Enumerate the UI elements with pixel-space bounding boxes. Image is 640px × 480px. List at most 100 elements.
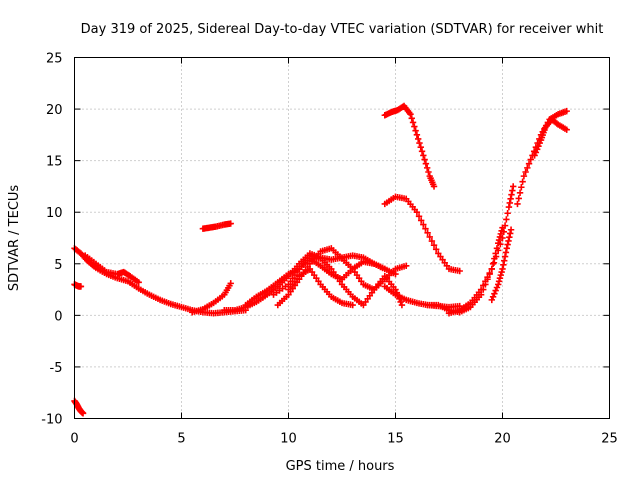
grid-lines	[74, 57, 610, 419]
x-tick-label: 15	[387, 432, 404, 447]
data-point	[412, 127, 419, 134]
data-point	[496, 275, 504, 282]
y-tick-labels: -10 -5 0 5 10 15 20 25	[41, 52, 62, 428]
series-track-3	[71, 281, 85, 290]
data-point	[536, 139, 543, 147]
data-point	[416, 139, 423, 147]
data-point	[492, 287, 499, 294]
data-point	[432, 246, 440, 253]
data-point	[522, 168, 529, 176]
series-track-4	[71, 397, 87, 417]
data-point	[413, 131, 421, 139]
data-point	[507, 195, 514, 203]
data-point	[417, 144, 424, 151]
x-tick-label: 5	[177, 432, 185, 447]
data-point	[499, 265, 506, 273]
data-point	[227, 220, 234, 227]
y-tick-label: 0	[54, 309, 62, 324]
data-point	[491, 290, 498, 297]
data-point	[501, 253, 509, 260]
data-point	[490, 259, 498, 266]
data-point	[488, 265, 495, 273]
data-point	[418, 148, 426, 155]
series-track-1	[71, 245, 249, 317]
data-point	[421, 156, 428, 163]
data-point	[486, 269, 493, 277]
data-point	[456, 267, 463, 275]
data-point	[516, 189, 524, 197]
data-point	[420, 152, 427, 159]
data-point	[504, 210, 511, 217]
data-point	[509, 187, 516, 194]
series-track-14	[381, 193, 463, 275]
data-point	[499, 234, 506, 242]
data-point	[505, 203, 513, 211]
x-tick-label: 25	[601, 432, 618, 447]
data-point	[397, 298, 404, 306]
data-point	[428, 237, 436, 245]
y-tick-label: 5	[54, 258, 62, 273]
data-point	[525, 160, 533, 167]
data-point	[497, 271, 504, 279]
data-point	[503, 216, 510, 223]
series-track-13	[381, 102, 438, 190]
x-axis-label: GPS time / hours	[286, 459, 395, 474]
chart-title: Day 319 of 2025, Sidereal Day-to-day VTE…	[81, 22, 604, 37]
data-point	[501, 222, 509, 229]
data-point	[493, 284, 501, 291]
data-point	[505, 237, 512, 245]
data-point	[492, 253, 500, 260]
data-point	[510, 183, 517, 190]
x-tick-label: 0	[70, 432, 78, 447]
y-tick-label: -10	[41, 413, 62, 428]
series-track-11	[285, 265, 356, 309]
data-point	[415, 213, 423, 220]
data-point	[408, 115, 415, 122]
data-point	[515, 195, 522, 202]
data-points	[71, 102, 570, 417]
data-point	[495, 236, 503, 244]
data-point	[420, 221, 427, 228]
data-point	[532, 149, 540, 156]
data-point	[425, 168, 432, 176]
series-track-5	[199, 220, 234, 232]
data-point	[501, 257, 508, 264]
data-point	[482, 278, 489, 285]
data-point	[409, 119, 417, 126]
data-point	[502, 249, 510, 256]
data-point	[424, 229, 431, 237]
data-point	[535, 143, 542, 150]
data-point	[503, 245, 510, 252]
data-point	[411, 123, 418, 130]
data-point	[507, 226, 515, 233]
series-track-6	[189, 280, 234, 316]
data-point	[520, 172, 528, 180]
data-point	[349, 301, 356, 309]
y-tick-label: 10	[46, 206, 63, 221]
data-point	[430, 183, 438, 190]
series-track-17	[488, 226, 515, 304]
series-track-10	[270, 252, 406, 309]
data-point	[519, 178, 526, 185]
data-point	[563, 126, 570, 133]
data-point	[79, 410, 87, 417]
data-point	[480, 282, 487, 289]
y-tick-label: -5	[50, 361, 63, 376]
data-point	[414, 135, 422, 143]
data-point	[500, 261, 507, 269]
data-point	[227, 280, 234, 287]
data-point	[514, 200, 521, 208]
data-point	[407, 111, 414, 118]
data-point	[533, 146, 541, 153]
data-point	[506, 199, 513, 207]
data-point	[527, 156, 534, 163]
x-tick-label: 20	[494, 432, 511, 447]
data-point	[422, 225, 429, 232]
data-point	[506, 233, 513, 241]
x-tick-label: 10	[280, 432, 297, 447]
series-track-2	[82, 252, 142, 286]
data-point	[135, 279, 142, 286]
data-point	[498, 268, 505, 276]
series-track-15	[424, 224, 506, 316]
x-tick-labels: 0 5 10 15 20 25	[70, 432, 617, 447]
